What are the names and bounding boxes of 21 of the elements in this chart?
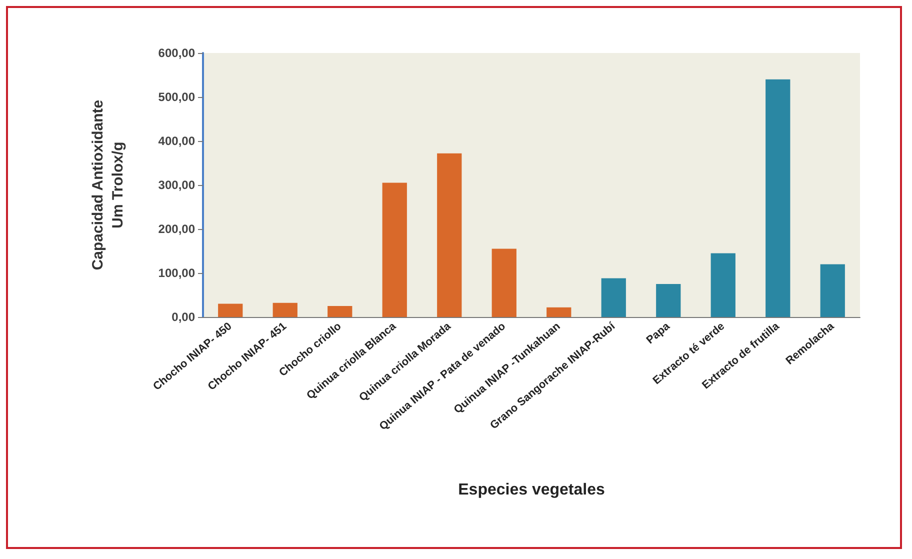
y-tick-label: 0,00 [172,310,196,324]
bar [218,304,243,317]
bar [601,278,626,317]
y-tick-label: 100,00 [158,266,196,280]
x-axis-title: Especies vegetales [458,482,605,498]
y-tick-label: 600,00 [158,46,196,60]
bar [382,182,407,317]
bar [656,284,681,317]
bar [437,153,462,317]
y-axis-title: Capacidad Antioxidante Um Trolox/g [90,100,126,270]
bar [766,79,790,317]
bar [492,248,516,317]
bar [328,306,352,317]
y-tick-label: 200,00 [158,222,196,236]
y-tick-label: 300,00 [158,178,196,192]
bar [546,307,572,317]
y-tick-label: 400,00 [158,134,196,148]
y-tick-label: 500,00 [158,90,196,104]
bar [272,302,298,317]
bar [820,264,845,317]
bar [710,253,736,317]
